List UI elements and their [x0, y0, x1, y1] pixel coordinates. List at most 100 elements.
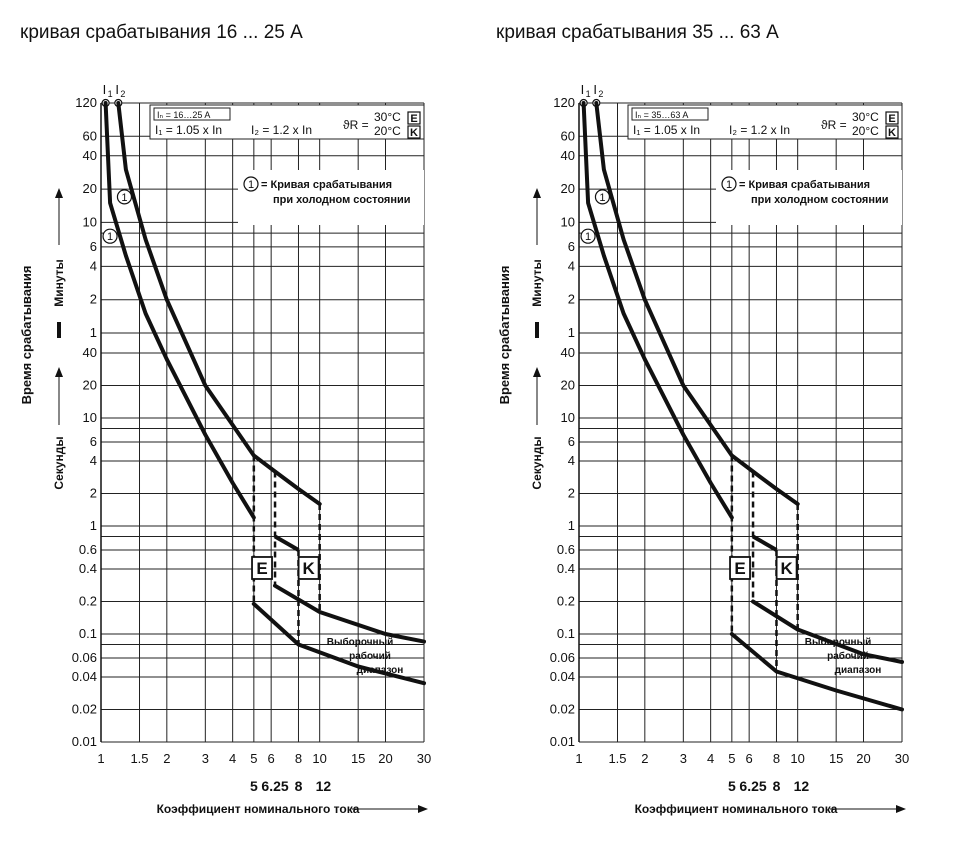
note-marker-label: 1 — [726, 179, 732, 191]
x-subtick-label: 8 — [773, 778, 781, 794]
cold-marker — [102, 228, 118, 244]
minutes-arrow-head — [533, 188, 541, 198]
x-subtick-label: 6.25 — [261, 778, 288, 794]
marker-i1-label: I — [581, 82, 585, 97]
y-tick-label: 2 — [90, 292, 97, 307]
y-tick-label: 0.06 — [72, 650, 97, 665]
note-marker — [721, 176, 737, 192]
y-axis-minutes-label: Минуты — [52, 259, 66, 307]
y-tick-label: 60 — [561, 128, 575, 143]
x-tick-label: 1.5 — [130, 751, 148, 766]
curve-lower-thermal — [103, 101, 256, 520]
y-tick-label: 0.2 — [79, 593, 97, 608]
y-tick-label: 1 — [90, 518, 97, 533]
y-tick-label: 0.1 — [79, 626, 97, 641]
cold-marker-label: 1 — [107, 231, 113, 243]
note-marker — [243, 176, 259, 192]
legend-theta: ϑR = — [343, 118, 369, 132]
x-subtick-label: 12 — [316, 778, 332, 794]
y-tick-label: 0.01 — [72, 734, 97, 749]
y-separator-bar — [57, 322, 61, 338]
y-tick-label: 40 — [83, 345, 97, 360]
region-box-k — [775, 556, 798, 580]
region-label-k: K — [780, 559, 793, 578]
band-label: рабочий — [827, 650, 869, 662]
rating-box — [153, 107, 231, 121]
region-label-e: E — [734, 559, 745, 578]
y-tick-label: 2 — [90, 486, 97, 501]
note-box — [716, 170, 902, 225]
region-label-e: E — [256, 559, 267, 578]
marker-i2-sub: 2 — [598, 89, 603, 99]
y-tick-label: 4 — [568, 453, 575, 468]
chart-left: 12060402010642140201064210.60.40.20.10.0… — [19, 82, 431, 816]
band-label: рабочий — [349, 650, 391, 662]
curve-upper-thermal — [594, 101, 800, 506]
y-tick-label: 0.06 — [550, 650, 575, 665]
chart-title-left: кривая срабатывания 16 ... 25 А — [20, 22, 303, 43]
legend-box_k — [407, 125, 421, 139]
x-subtick-label: 12 — [794, 778, 810, 794]
y-tick-label: 0.2 — [557, 593, 575, 608]
y-tick-label: 0.02 — [72, 701, 97, 716]
legend-box_k-label: K — [410, 127, 418, 139]
seconds-arrow-head — [533, 367, 541, 377]
band-label: диапазон — [835, 665, 882, 676]
x-tick-label: 3 — [202, 751, 209, 766]
k-top-segment — [274, 534, 300, 552]
y-tick-label: 2 — [568, 486, 575, 501]
x-subtick-label: 6.25 — [739, 778, 766, 794]
y-tick-label: 2 — [568, 292, 575, 307]
curve-upper-magnetic — [273, 583, 426, 644]
y-tick-label: 0.4 — [557, 561, 575, 576]
y-axis-minutes-label: Минуты — [530, 259, 544, 307]
y-tick-label: 6 — [90, 239, 97, 254]
legend-rating: Iₙ = 16…25 A — [157, 110, 210, 120]
x-tick-label: 10 — [790, 751, 804, 766]
legend-box_e-label: E — [410, 113, 417, 125]
curve-lower-thermal — [581, 101, 734, 520]
y-tick-label: 120 — [75, 95, 97, 110]
cold-marker-label: 1 — [599, 192, 605, 204]
x-tick-label: 2 — [641, 751, 648, 766]
legend-box_e — [407, 111, 421, 125]
region-box-e — [729, 556, 751, 580]
x-tick-label: 1 — [97, 751, 104, 766]
note-box — [238, 170, 424, 225]
x-tick-label: 30 — [417, 751, 431, 766]
legend-box_k — [885, 125, 899, 139]
y-axis-label: Время срабатывания — [497, 266, 512, 405]
curve-upper-thermal — [116, 101, 322, 506]
note-marker-label: 1 — [248, 179, 254, 191]
x-tick-label: 20 — [378, 751, 392, 766]
x-tick-label: 2 — [163, 751, 170, 766]
x-tick-label: 15 — [351, 751, 365, 766]
note-line2: при холодном состоянии — [273, 194, 411, 206]
y-tick-label: 4 — [568, 258, 575, 273]
rating-box — [631, 107, 709, 121]
x-tick-label: 6 — [746, 751, 753, 766]
chart-right: 12060402010642140201064210.60.40.20.10.0… — [497, 82, 909, 816]
note-line1: = Кривая срабатывания — [261, 179, 392, 191]
y-tick-label: 6 — [568, 239, 575, 254]
x-tick-label: 30 — [895, 751, 909, 766]
marker-i1-sub: 1 — [108, 89, 113, 99]
legend-rating: Iₙ = 35…63 A — [635, 110, 688, 120]
y-tick-label: 20 — [83, 378, 97, 393]
x-axis-arrow-head — [418, 805, 428, 813]
y-tick-label: 40 — [561, 148, 575, 163]
x-tick-label: 1.5 — [608, 751, 626, 766]
y-tick-label: 1 — [568, 325, 575, 340]
legend-t20: 20°C — [374, 124, 401, 138]
y-axis-label: Время срабатывания — [19, 266, 34, 405]
y-axis-seconds-label: Секунды — [530, 436, 544, 489]
region-label-k: K — [302, 559, 315, 578]
x-subtick-label: 5 — [728, 778, 736, 794]
y-tick-label: 10 — [561, 410, 575, 425]
x-axis-label: Коэффициент номинального тока — [157, 802, 360, 816]
legend-i2: I₂ = 1.2 x In — [729, 123, 790, 137]
curve-lower-magnetic — [729, 632, 904, 712]
cold-marker-label: 1 — [585, 231, 591, 243]
y-tick-label: 1 — [568, 518, 575, 533]
y-tick-label: 0.4 — [79, 561, 97, 576]
